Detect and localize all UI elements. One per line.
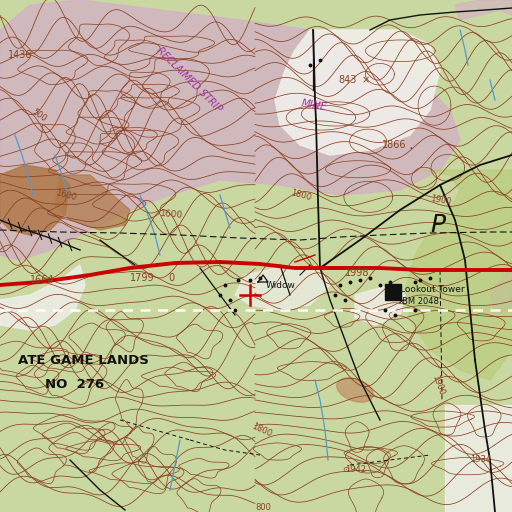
Polygon shape bbox=[55, 175, 130, 230]
Text: 1942: 1942 bbox=[345, 465, 366, 475]
Text: Widow: Widow bbox=[266, 282, 296, 290]
Polygon shape bbox=[0, 0, 460, 260]
Polygon shape bbox=[0, 265, 85, 330]
Text: 500: 500 bbox=[30, 107, 48, 123]
Polygon shape bbox=[0, 165, 70, 235]
Text: 1600: 1600 bbox=[160, 209, 184, 221]
Text: 1436: 1436 bbox=[8, 50, 32, 60]
Text: ×: × bbox=[398, 297, 405, 307]
Text: .: . bbox=[408, 138, 412, 152]
Polygon shape bbox=[235, 265, 330, 310]
Text: 1998: 1998 bbox=[345, 268, 370, 278]
Text: ATE GAME LANDS: ATE GAME LANDS bbox=[18, 353, 149, 367]
Text: MINE: MINE bbox=[300, 98, 328, 112]
Text: 843: 843 bbox=[338, 75, 356, 85]
Text: 1800: 1800 bbox=[290, 188, 313, 202]
Text: 1664: 1664 bbox=[30, 275, 54, 285]
Text: 1800: 1800 bbox=[250, 421, 273, 439]
Text: RECLAIMED STRIP: RECLAIMED STRIP bbox=[155, 46, 224, 114]
Text: BM 2048: BM 2048 bbox=[402, 297, 439, 307]
Text: 1866: 1866 bbox=[382, 140, 407, 150]
Text: 1934: 1934 bbox=[470, 456, 491, 464]
Text: 1600: 1600 bbox=[55, 188, 78, 202]
Bar bbox=[385, 284, 401, 300]
Polygon shape bbox=[355, 285, 405, 325]
Text: 0: 0 bbox=[168, 273, 174, 283]
Text: Lookout Tower: Lookout Tower bbox=[400, 286, 464, 294]
Text: ⊙: ⊙ bbox=[342, 465, 349, 475]
Polygon shape bbox=[405, 170, 512, 380]
Text: 1900: 1900 bbox=[430, 374, 445, 396]
Text: 1799: 1799 bbox=[130, 273, 155, 283]
Polygon shape bbox=[275, 30, 440, 155]
Polygon shape bbox=[455, 0, 512, 20]
Text: P: P bbox=[430, 213, 445, 237]
Text: 800: 800 bbox=[255, 503, 271, 512]
Ellipse shape bbox=[337, 378, 373, 402]
Text: 1900: 1900 bbox=[430, 194, 452, 206]
Text: ×: × bbox=[362, 75, 370, 85]
Polygon shape bbox=[445, 405, 512, 512]
Text: NO  276: NO 276 bbox=[45, 378, 104, 392]
Polygon shape bbox=[490, 265, 512, 315]
